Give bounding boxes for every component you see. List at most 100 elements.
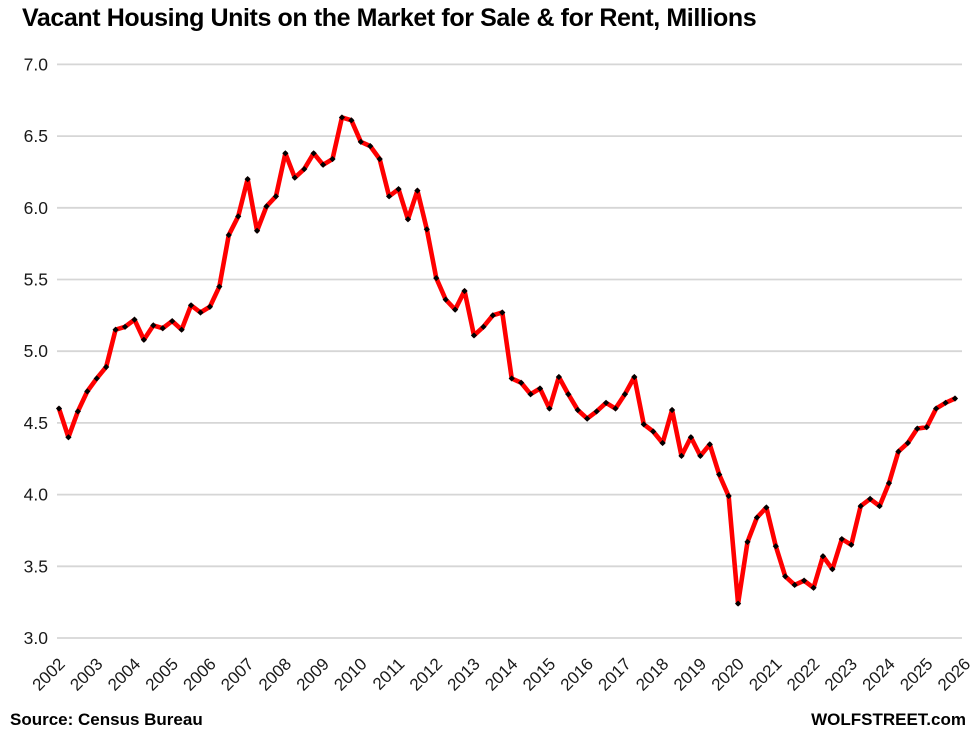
- data-point-marker: [867, 495, 874, 503]
- data-point-marker: [461, 287, 468, 295]
- data-point-marker: [659, 439, 666, 447]
- data-point-marker: [386, 193, 393, 200]
- data-point-marker: [187, 302, 195, 309]
- data-point-marker: [121, 323, 129, 330]
- data-point-marker: [744, 538, 751, 546]
- x-tick-label: 2006: [180, 654, 220, 694]
- data-point-marker: [159, 325, 166, 332]
- data-point-marker: [310, 150, 317, 157]
- data-point-marker: [263, 203, 270, 210]
- data-point-marker: [65, 434, 72, 441]
- watermark: WOLFSTREET.com: [811, 710, 966, 729]
- data-point-marker: [508, 375, 515, 382]
- data-point-marker: [178, 326, 185, 333]
- x-tick-label: 2012: [406, 654, 446, 694]
- data-point-marker: [103, 363, 110, 371]
- x-tick-label: 2002: [29, 654, 69, 694]
- data-point-marker: [235, 213, 242, 220]
- data-point-marker: [452, 306, 459, 313]
- data-point-marker: [423, 226, 430, 233]
- data-point-marker: [706, 441, 713, 448]
- data-point-marker: [602, 399, 610, 406]
- data-point-marker: [791, 581, 798, 589]
- data-point-marker: [631, 373, 638, 381]
- x-tick-label: 2016: [557, 654, 597, 694]
- data-point-marker: [150, 322, 157, 329]
- data-point-marker: [593, 408, 600, 415]
- series-line: [56, 115, 958, 606]
- data-point-marker: [499, 309, 506, 316]
- data-point-marker: [725, 492, 732, 500]
- data-point-marker: [951, 395, 959, 402]
- x-tick-label: 2014: [481, 654, 521, 694]
- data-point-marker: [74, 408, 81, 415]
- data-point-marker: [291, 174, 298, 181]
- gridlines: [57, 63, 962, 639]
- x-tick-label: 2008: [255, 654, 295, 694]
- data-point-marker: [923, 424, 930, 431]
- data-point-marker: [848, 541, 855, 548]
- data-point-marker: [329, 155, 336, 163]
- data-point-marker: [84, 388, 91, 395]
- data-point-marker: [272, 193, 280, 200]
- data-point-marker: [216, 283, 223, 290]
- x-tick-label: 2018: [632, 654, 672, 694]
- data-point-marker: [716, 471, 723, 478]
- data-point-marker: [876, 502, 883, 510]
- data-point-marker: [697, 452, 704, 459]
- y-tick-label: 4.5: [24, 413, 48, 433]
- x-tick-label: 2021: [745, 654, 785, 694]
- data-point-marker: [55, 405, 63, 412]
- data-point-marker: [574, 406, 581, 414]
- data-point-marker: [753, 514, 761, 521]
- x-tick-label: 2009: [293, 654, 333, 694]
- data-point-marker: [942, 399, 949, 406]
- series-markers: [55, 114, 959, 607]
- data-point-marker: [367, 143, 374, 150]
- y-tick-label: 3.0: [24, 628, 49, 648]
- data-point-marker: [800, 577, 808, 584]
- y-tick-label: 3.5: [24, 556, 48, 576]
- y-axis-tick-labels: 7.0 6.5 6.0 5.5 5.0 4.5 4.0 3.5 3.0: [24, 54, 49, 648]
- data-point-marker: [489, 312, 496, 319]
- source-note: Source: Census Bureau: [10, 710, 203, 729]
- x-tick-label: 2007: [217, 654, 257, 694]
- y-tick-label: 6.0: [24, 198, 49, 218]
- data-point-marker: [933, 405, 940, 412]
- x-tick-label: 2026: [934, 654, 974, 694]
- data-point-marker: [131, 316, 138, 323]
- data-point-marker: [536, 385, 544, 392]
- y-tick-label: 5.5: [24, 270, 48, 290]
- data-point-marker: [376, 155, 383, 163]
- data-point-marker: [112, 326, 119, 333]
- data-point-marker: [480, 323, 487, 330]
- data-point-marker: [527, 391, 534, 398]
- data-point-marker: [838, 535, 845, 543]
- data-point-marker: [546, 405, 553, 412]
- data-point-marker: [518, 379, 525, 386]
- data-point-marker: [555, 373, 562, 381]
- data-point-marker: [687, 434, 695, 441]
- y-tick-label: 4.0: [24, 485, 49, 505]
- data-point-marker: [395, 186, 402, 193]
- x-tick-label: 2010: [330, 654, 370, 694]
- x-tick-label: 2005: [142, 654, 182, 694]
- data-point-marker: [253, 227, 261, 234]
- y-tick-label: 6.5: [24, 126, 48, 146]
- x-tick-label: 2020: [708, 654, 748, 694]
- data-point-marker: [169, 317, 176, 325]
- chart-title: Vacant Housing Units on the Market for S…: [22, 4, 757, 32]
- x-tick-label: 2022: [783, 654, 823, 694]
- data-point-marker: [782, 573, 789, 580]
- data-point-marker: [442, 296, 449, 303]
- data-point-marker: [678, 452, 685, 459]
- data-point-marker: [282, 150, 289, 157]
- data-point-marker: [772, 543, 779, 550]
- y-tick-label: 5.0: [24, 341, 49, 361]
- data-point-marker: [668, 406, 676, 414]
- data-point-marker: [734, 600, 742, 607]
- data-point-marker: [904, 439, 911, 447]
- x-tick-label: 2011: [369, 654, 408, 693]
